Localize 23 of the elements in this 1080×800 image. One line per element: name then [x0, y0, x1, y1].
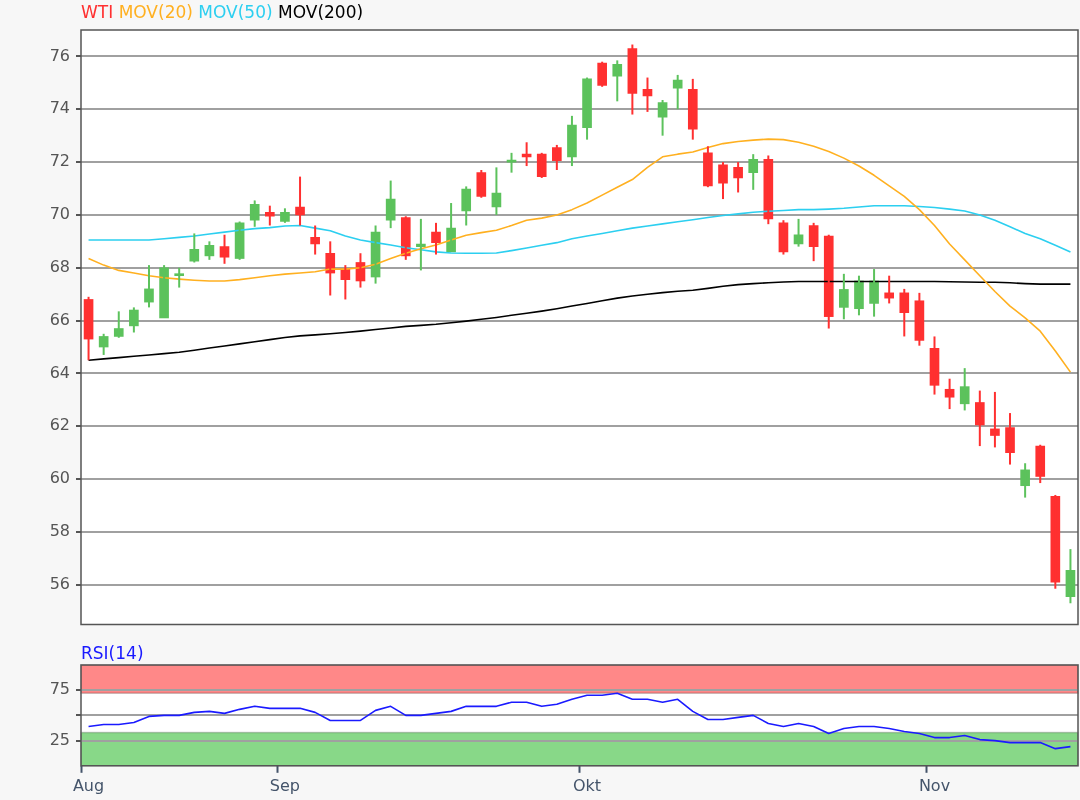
y-tick-label: 62 [49, 415, 70, 435]
y-tick-label: 56 [49, 573, 70, 593]
x-tick-label: Sep [269, 775, 301, 795]
y-tick-label: 60 [49, 468, 70, 488]
y-tick-label: 70 [49, 204, 70, 224]
text: MOV(200) [278, 2, 364, 22]
text: MOV(20) [118, 2, 194, 22]
x-tick-label: Aug [72, 775, 105, 795]
y-tick-label: 64 [49, 362, 70, 382]
y-tick-label: 74 [49, 98, 70, 118]
text: WTI [81, 2, 115, 22]
text: MOV(50) [198, 2, 274, 22]
x-tick-label: Okt [572, 775, 602, 795]
text: RSI(14) [81, 643, 144, 663]
x-tick-label: Nov [918, 775, 951, 795]
y-tick-label: 25 [49, 729, 70, 749]
y-tick-label: 66 [49, 309, 70, 329]
y-tick-label: 58 [49, 521, 70, 541]
y-tick-label: 76 [49, 45, 70, 65]
y-tick-label: 75 [49, 679, 70, 699]
candlestick [174, 266, 185, 289]
y-tick-label: 68 [49, 256, 70, 276]
y-tick-label: 72 [49, 151, 70, 171]
